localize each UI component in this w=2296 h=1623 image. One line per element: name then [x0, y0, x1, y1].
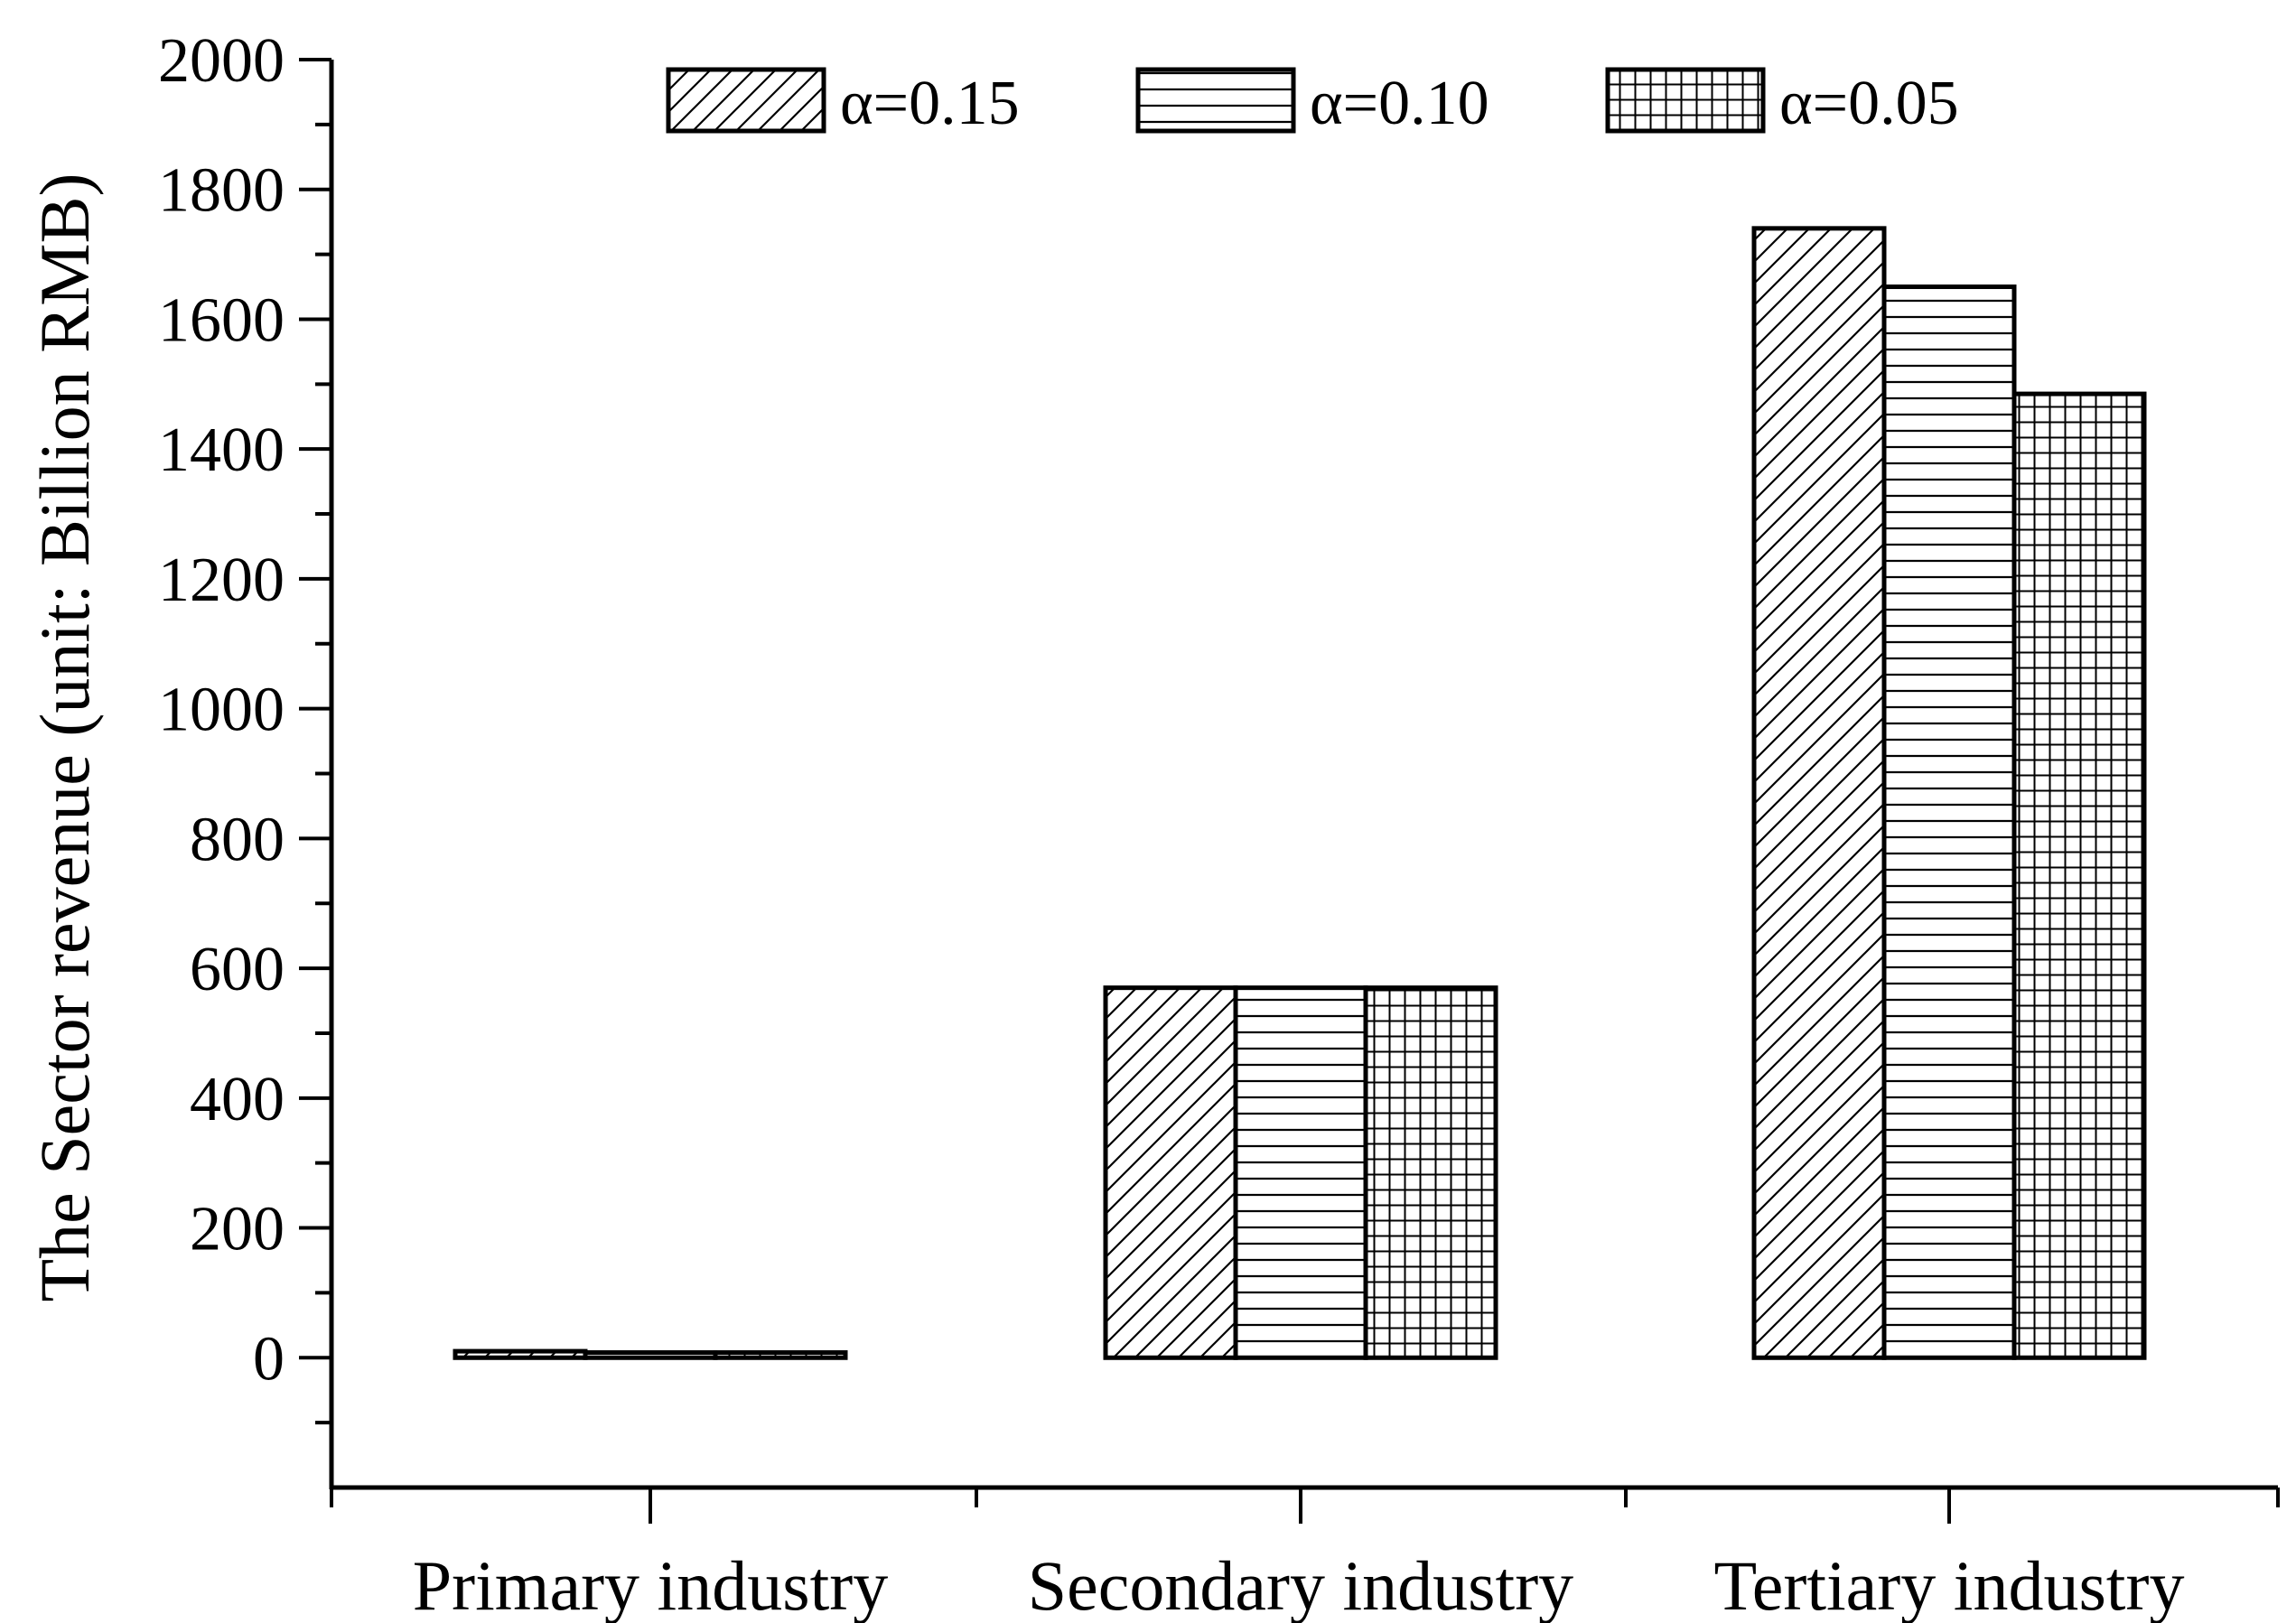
y-tick-label: 400 [190, 1065, 285, 1134]
x-tick-label: Secondary industry [1028, 1546, 1573, 1623]
legend-label-2: α=0.10 [1310, 69, 1489, 138]
legend-swatch-2 [1135, 67, 1296, 134]
y-tick-label: 1600 [158, 285, 285, 355]
bar-1-series-3 [713, 1350, 848, 1360]
bar-2-series-3 [1363, 985, 1498, 1360]
legend-label-3: α=0.05 [1779, 69, 1959, 138]
bar-3-series-2 [1881, 284, 2017, 1360]
y-tick-label: 1200 [158, 546, 285, 615]
y-tick-label: 0 [253, 1324, 285, 1394]
bar-1-series-2 [583, 1350, 718, 1360]
bar-1-series-1 [453, 1348, 588, 1360]
y-axis-title: The Sector revenue (unit: Billion RMB) [25, 173, 104, 1302]
bar-2-series-1 [1103, 985, 1238, 1360]
legend-label-1: α=0.15 [840, 69, 1020, 138]
x-tick-label: Tertiary industry [1714, 1546, 2185, 1623]
legend-swatch-1 [666, 67, 826, 134]
bar-3-series-1 [1751, 226, 1887, 1360]
y-tick-label: 1800 [158, 156, 285, 226]
y-tick-label: 2000 [158, 26, 285, 96]
bars-group [453, 226, 2147, 1360]
y-tick-label: 800 [190, 805, 285, 874]
x-tick-label: Primary industry [413, 1546, 888, 1623]
y-tick-label: 1400 [158, 415, 285, 485]
legend-swatch-3 [1605, 67, 1766, 134]
bar-3-series-3 [2011, 391, 2147, 1360]
y-tick-label: 200 [190, 1195, 285, 1264]
y-tick-label: 1000 [158, 676, 285, 745]
x-ticks-group: Primary industry Secondary industry Tertia… [330, 1488, 2280, 1623]
y-ticks-group: 0 200 400 600 800 1000 1200 1400 1600 1800 2000 [158, 26, 331, 1425]
y-tick-label: 600 [190, 935, 285, 1004]
bar-2-series-2 [1233, 985, 1368, 1360]
legend: α=0.15 α=0.10 α=0.05 [666, 67, 1959, 138]
